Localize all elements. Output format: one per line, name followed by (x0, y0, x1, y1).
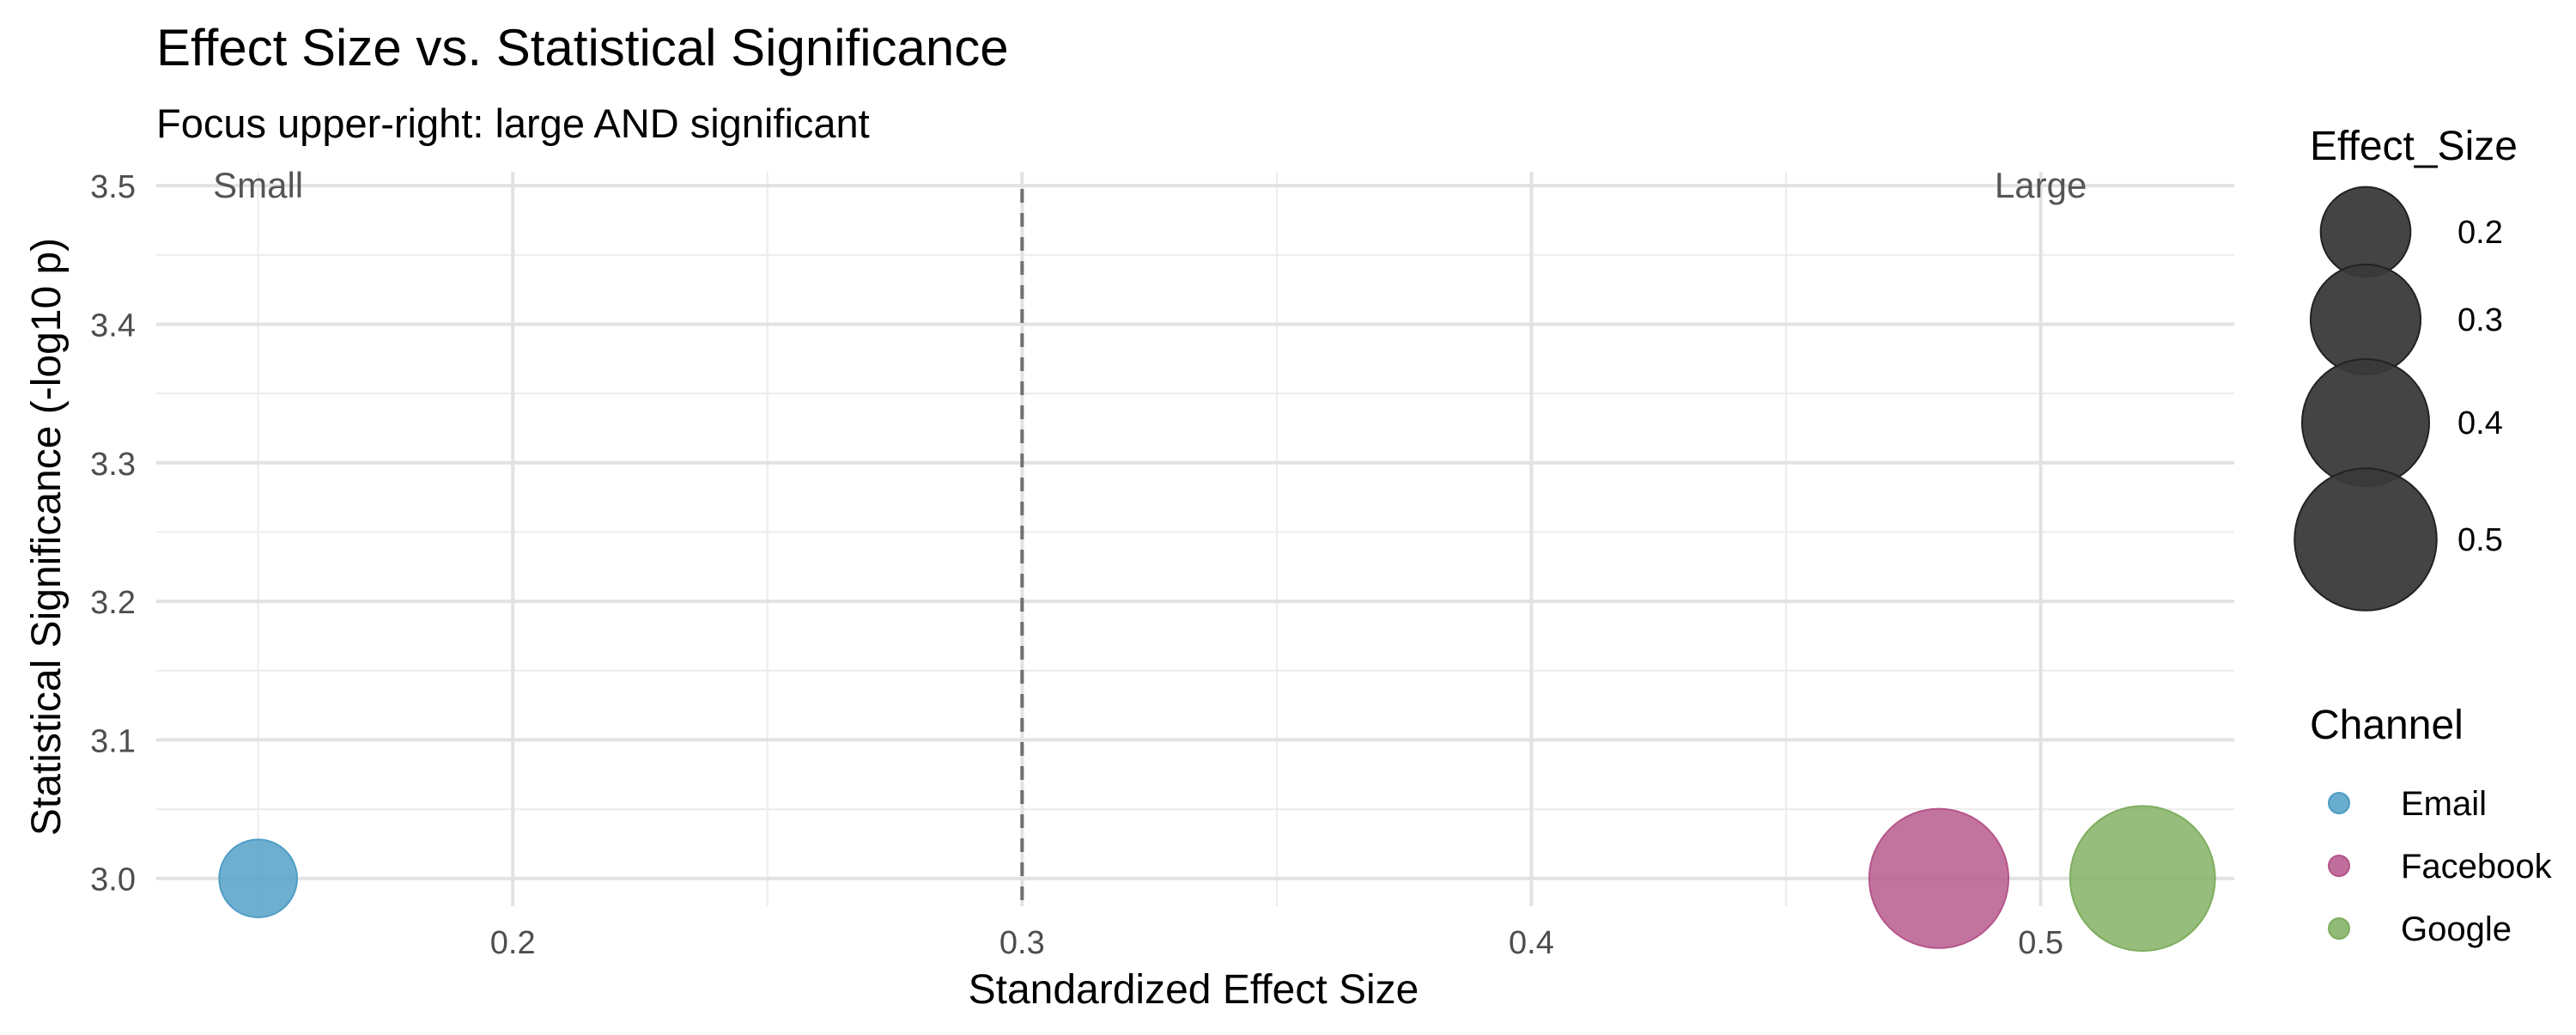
annotation-label: Large (1995, 165, 2087, 205)
size-legend-keys: 0.2 0.3 0.4 0.5 (2293, 186, 2503, 612)
size-legend-label: 0.2 (2458, 215, 2503, 251)
x-tick-label: 0.5 (2018, 925, 2063, 961)
chart-title: Effect Size vs. Statistical Significance (156, 19, 1009, 76)
grid-lines (156, 172, 2234, 906)
y-tick-label: 3.5 (90, 169, 136, 205)
size-legend-label: 0.5 (2458, 522, 2503, 558)
size-legend-label: 0.4 (2458, 405, 2503, 441)
size-legend-key (2319, 186, 2412, 278)
x-tick-label: 0.3 (999, 925, 1045, 961)
color-legend-label: Google (2401, 910, 2512, 948)
size-legend-label: 0.3 (2458, 302, 2503, 338)
point-google (2069, 805, 2216, 953)
color-legend-label: Facebook (2401, 848, 2553, 886)
size-legend-key (2301, 358, 2430, 487)
point-email (218, 838, 298, 919)
tick-labels: 0.2 0.3 0.4 0.5 3.0 3.1 3.2 3.3 3.4 3.5 (90, 169, 2063, 961)
x-tick-label: 0.4 (1509, 925, 1554, 961)
color-legend-label: Email (2401, 785, 2487, 823)
chart-subtitle: Focus upper-right: large AND significant (156, 100, 870, 146)
color-legend-title: Channel (2310, 703, 2464, 748)
color-legend-key-google (2328, 917, 2350, 940)
x-tick-label: 0.2 (490, 925, 536, 961)
color-legend-keys: Email Facebook Google (2328, 785, 2553, 948)
y-axis-label: Statistical Significance (-log10 p) (24, 238, 70, 836)
y-tick-label: 3.4 (90, 307, 136, 344)
color-legend-key-facebook (2328, 855, 2350, 877)
point-facebook (1868, 807, 2010, 949)
y-tick-label: 3.3 (90, 447, 136, 483)
color-legend-key-email (2328, 792, 2350, 814)
annotation-label: Small (213, 165, 303, 205)
legend: Effect_Size 0.2 0.3 0.4 0.5 Channel Email Fa… (2293, 124, 2553, 948)
size-legend-title: Effect_Size (2310, 124, 2518, 169)
data-points (218, 805, 2216, 953)
y-tick-label: 3.0 (90, 862, 136, 898)
annotations: Small Large (213, 165, 2087, 205)
x-axis-label: Standardized Effect Size (969, 967, 1419, 1013)
y-tick-label: 3.1 (90, 723, 136, 759)
y-tick-label: 3.2 (90, 585, 136, 621)
size-legend-key (2309, 263, 2422, 376)
size-legend-key (2293, 467, 2438, 612)
